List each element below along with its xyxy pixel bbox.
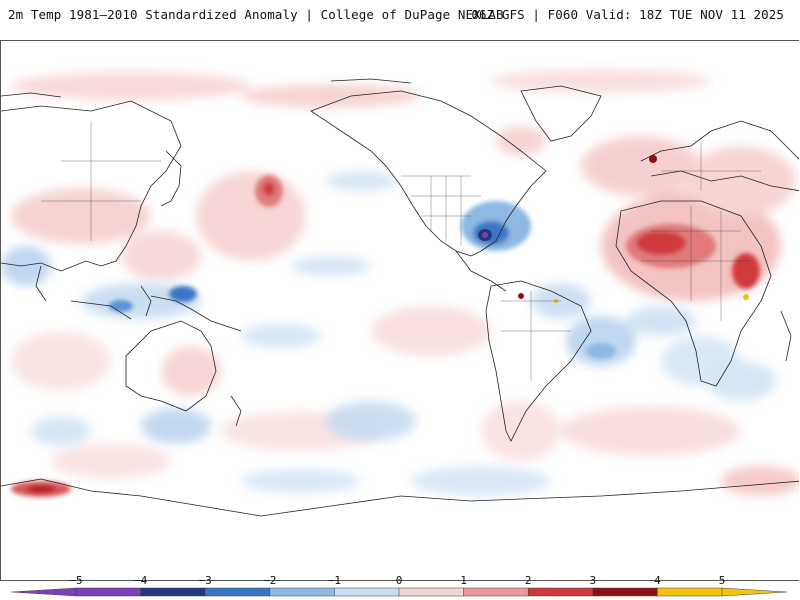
colorbar-segment: [527, 587, 594, 597]
colorbar-low-extend: [11, 587, 77, 597]
colorbar-tick-label: −1: [327, 574, 342, 587]
colorbar-segment: [592, 587, 658, 597]
colorbar-tick-label: 4: [654, 574, 661, 587]
extreme-anomaly-cores: [478, 155, 749, 303]
colorbar-segment: [463, 587, 529, 597]
colorbar-tick-label: 3: [589, 574, 597, 587]
header-bar: 2m Temp 1981–2010 Standardized Anomaly |…: [0, 0, 800, 30]
colorbar: [11, 587, 787, 597]
colorbar-segment: [204, 587, 271, 597]
colorbar-tick-label: 1: [460, 574, 467, 587]
colorbar-segment: [269, 587, 335, 597]
colorbar-segment: [334, 587, 400, 597]
colorbar-tick-label: 0: [395, 574, 403, 587]
colorbar-tick-label: 2: [524, 574, 532, 587]
colorbar-tick-label: −3: [198, 574, 212, 587]
colorbar-segment: [75, 587, 141, 597]
coastlines: [1, 78, 799, 517]
colorbar-tick-label: −4: [133, 574, 148, 587]
cool-anomaly-layer: [1, 171, 776, 496]
colorbar-tick-label: −5: [69, 574, 83, 587]
colorbar-tick-label: 5: [718, 574, 726, 587]
colorbar-tick-label: −2: [263, 574, 277, 587]
anomaly-map: [1, 41, 799, 580]
map-panel[interactable]: [0, 40, 799, 581]
model-run-info: 06Z GFS | F060 Valid: 18Z TUE NOV 11 202…: [471, 7, 784, 22]
colorbar-segment: [140, 587, 206, 597]
colorbar-segment: [657, 587, 723, 597]
colorbar-legend: −5 −4 −3 −2 −1 0 1 2 3 4 5: [0, 574, 800, 600]
political-boundaries: [41, 121, 761, 381]
colorbar-high-extend: [721, 587, 787, 597]
map-title: 2m Temp 1981–2010 Standardized Anomaly |…: [8, 7, 504, 22]
colorbar-segment: [398, 587, 464, 597]
warm-anomaly-layer: [11, 69, 799, 496]
